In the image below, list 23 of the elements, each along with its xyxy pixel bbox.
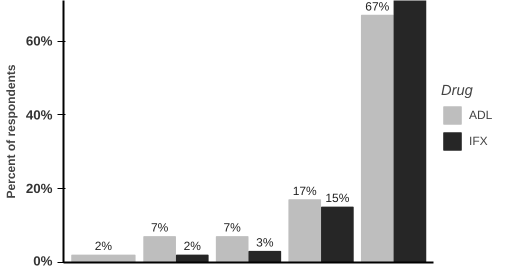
legend-title: Drug [441, 83, 474, 99]
y-axis-title: Percent of respondents [4, 64, 18, 199]
bar [143, 236, 176, 262]
data-label: 2% [184, 239, 202, 254]
data-label: 7% [150, 220, 169, 235]
data-label: 2% [94, 239, 112, 254]
data-label: 7% [224, 220, 242, 235]
bar [288, 199, 322, 262]
data-label: 15% [325, 191, 350, 206]
y-tick-label: 60% [26, 34, 53, 49]
bar [394, 0, 426, 262]
legend-label: ADL [469, 108, 492, 122]
y-tick-label: 0% [33, 254, 53, 268]
data-label: 67% [365, 0, 390, 14]
legend-label: IFX [469, 134, 489, 148]
bar [321, 206, 354, 262]
data-label: 3% [256, 235, 274, 250]
y-tick-label: 20% [26, 181, 53, 196]
y-tick-label: 40% [26, 107, 53, 122]
data-label: 17% [292, 184, 318, 198]
bar [248, 250, 282, 262]
bar [216, 236, 249, 262]
bar [360, 14, 394, 262]
